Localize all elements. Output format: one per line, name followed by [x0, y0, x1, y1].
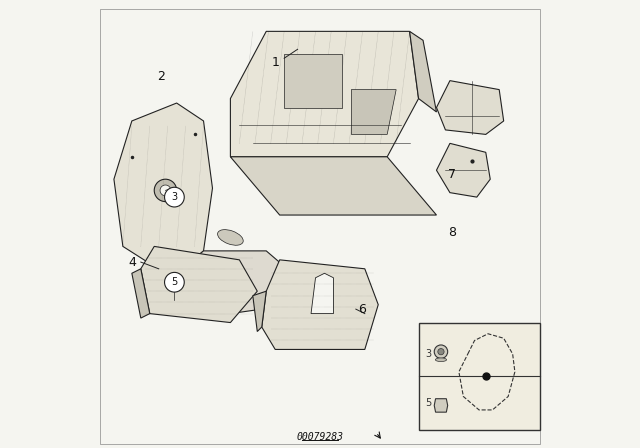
Polygon shape — [114, 103, 212, 278]
Text: 5: 5 — [172, 277, 177, 287]
Polygon shape — [410, 31, 436, 112]
Ellipse shape — [435, 358, 447, 362]
Polygon shape — [172, 251, 298, 314]
FancyBboxPatch shape — [419, 323, 540, 430]
Circle shape — [164, 187, 184, 207]
Polygon shape — [141, 246, 257, 323]
Polygon shape — [284, 54, 342, 108]
Text: 3: 3 — [172, 192, 177, 202]
Text: 8: 8 — [448, 226, 456, 240]
Text: 6: 6 — [358, 302, 367, 316]
Polygon shape — [436, 143, 490, 197]
Text: 2: 2 — [157, 69, 165, 83]
Text: 5: 5 — [425, 398, 431, 408]
Text: 7: 7 — [448, 168, 456, 181]
Circle shape — [435, 345, 448, 358]
Polygon shape — [230, 31, 419, 157]
Polygon shape — [132, 269, 150, 318]
Polygon shape — [230, 157, 436, 215]
Text: 00079283: 00079283 — [296, 432, 344, 442]
Circle shape — [154, 179, 177, 202]
Text: 3: 3 — [425, 349, 431, 359]
Ellipse shape — [218, 230, 243, 245]
Polygon shape — [253, 291, 266, 332]
Polygon shape — [435, 399, 448, 412]
Polygon shape — [311, 273, 333, 314]
Polygon shape — [436, 81, 504, 134]
Polygon shape — [351, 90, 396, 134]
Circle shape — [164, 272, 184, 292]
Text: 4: 4 — [129, 255, 137, 269]
Text: 1: 1 — [271, 56, 279, 69]
Polygon shape — [262, 260, 378, 349]
Circle shape — [438, 349, 444, 355]
Circle shape — [160, 185, 171, 196]
